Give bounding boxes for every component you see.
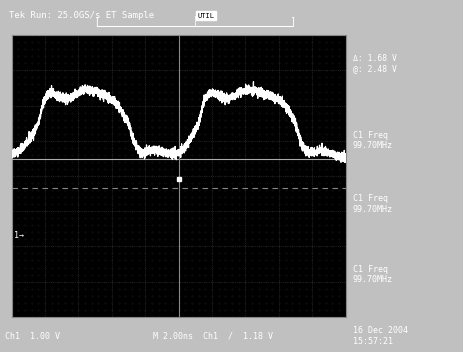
Text: 16 Dec 2004
15:57:21: 16 Dec 2004 15:57:21 (352, 326, 407, 346)
Text: |: | (193, 15, 196, 26)
Text: ]: ] (290, 16, 294, 26)
Text: Δ: 1.68 V
@: 2.48 V: Δ: 1.68 V @: 2.48 V (352, 54, 396, 73)
Text: 1→: 1→ (14, 231, 24, 240)
Text: UTIL: UTIL (197, 13, 214, 19)
Text: C1 Freq
99.70MHz: C1 Freq 99.70MHz (352, 265, 392, 284)
Text: Ch1  1.00 V: Ch1 1.00 V (5, 332, 60, 341)
Text: [: [ (95, 16, 99, 26)
Text: C1 Freq
99.70MHz: C1 Freq 99.70MHz (352, 131, 392, 151)
Text: Tek Run: 25.0GS/s ET Sample: Tek Run: 25.0GS/s ET Sample (9, 11, 154, 20)
Text: M 2.00ns  Ch1  /  1.18 V: M 2.00ns Ch1 / 1.18 V (153, 332, 273, 341)
Text: C1 Freq
99.70MHz: C1 Freq 99.70MHz (352, 194, 392, 214)
